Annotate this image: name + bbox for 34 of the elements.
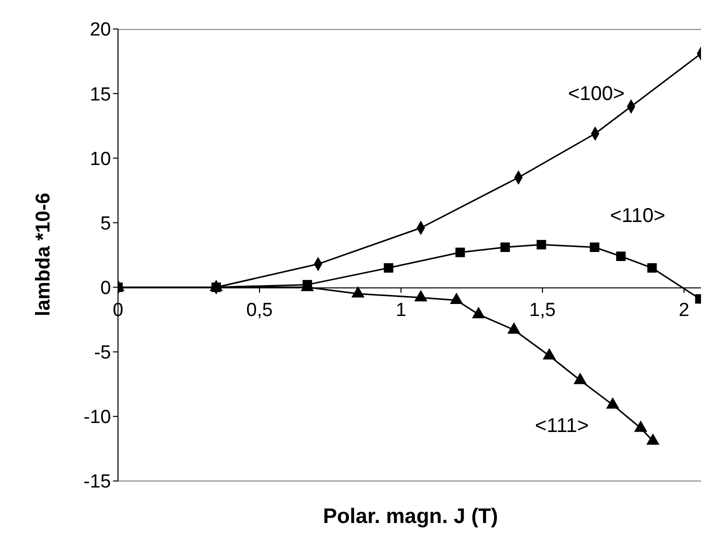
y-tick-label: -10 xyxy=(84,407,111,428)
x-tick-label: 1 xyxy=(396,300,406,321)
series-label: <100> xyxy=(568,83,625,105)
point xyxy=(647,263,657,273)
point xyxy=(542,348,556,360)
point xyxy=(606,397,620,409)
point xyxy=(384,263,394,273)
y-axis-title: lambda *10-6 xyxy=(32,192,56,316)
y-tick-label: 0 xyxy=(100,278,111,300)
x-tick-label: 2 xyxy=(678,300,690,321)
point xyxy=(414,290,428,302)
y-tick-label: 10 xyxy=(90,148,111,170)
point xyxy=(450,292,464,304)
point xyxy=(351,286,365,298)
series-label: <111> xyxy=(535,415,589,437)
point xyxy=(574,372,587,384)
point xyxy=(536,240,546,250)
point xyxy=(507,322,521,334)
x-tick-label: 0,5 xyxy=(246,300,273,321)
point xyxy=(616,252,626,262)
x-tick-label: 1,5 xyxy=(529,300,556,321)
point xyxy=(634,420,648,432)
point xyxy=(500,242,510,252)
point xyxy=(590,242,600,252)
y-tick-label: -5 xyxy=(94,342,111,364)
point xyxy=(472,306,486,318)
point xyxy=(455,248,465,258)
x-axis-title: Polar. magn. J (T) xyxy=(322,505,500,529)
y-tick-label: 20 xyxy=(90,20,111,41)
y-tick-label: -15 xyxy=(84,472,111,493)
series-label: <110> xyxy=(610,205,666,227)
y-tick-label: 5 xyxy=(100,213,111,234)
point xyxy=(646,433,660,445)
y-tick-label: 15 xyxy=(90,84,111,106)
